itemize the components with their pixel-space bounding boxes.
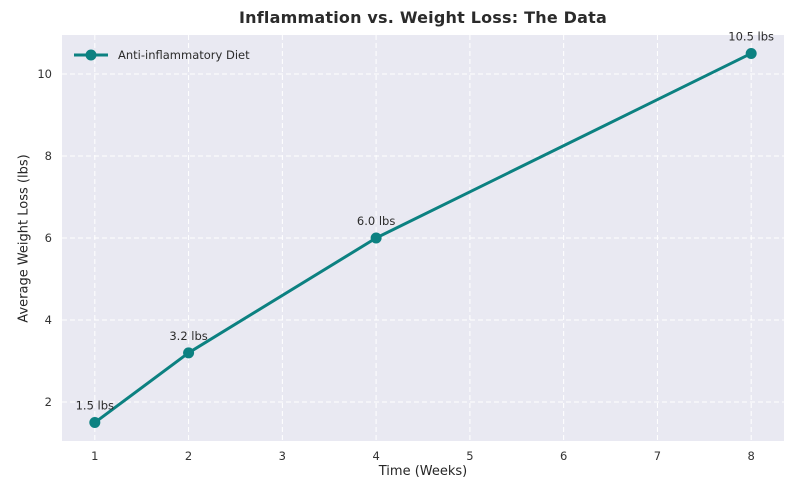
x-tick-label: 2 <box>185 449 192 463</box>
x-tick-label: 8 <box>748 449 755 463</box>
x-tick-label: 1 <box>91 449 98 463</box>
data-point-label: 3.2 lbs <box>169 329 207 343</box>
data-point-label: 1.5 lbs <box>76 399 114 413</box>
legend-line-marker-icon <box>74 49 108 61</box>
y-tick-label: 4 <box>45 313 52 327</box>
x-tick-label: 4 <box>372 449 379 463</box>
data-line <box>93 51 753 425</box>
legend: Anti-inflammatory Diet <box>72 48 250 62</box>
y-tick-label: 8 <box>45 149 52 163</box>
y-tick-label: 2 <box>45 395 52 409</box>
x-tick-label: 6 <box>560 449 567 463</box>
x-tick-label: 5 <box>466 449 473 463</box>
x-tick-label: 7 <box>654 449 661 463</box>
x-axis-label: Time (Weeks) <box>378 464 468 479</box>
x-tick-label: 3 <box>279 449 286 463</box>
data-point-label: 10.5 lbs <box>728 29 774 43</box>
chart-title: Inflammation vs. Weight Loss: The Data <box>239 8 607 27</box>
data-point-marker <box>745 47 757 59</box>
data-point-marker <box>370 232 382 244</box>
y-tick-label: 10 <box>37 67 52 81</box>
y-axis-label: Average Weight Loss (lbs) <box>16 154 32 323</box>
y-tick-label: 6 <box>45 231 52 245</box>
legend-label: Anti-inflammatory Diet <box>118 48 250 62</box>
data-point-marker <box>183 347 195 359</box>
data-point-label: 6.0 lbs <box>357 214 395 228</box>
data-point-marker <box>89 417 101 429</box>
